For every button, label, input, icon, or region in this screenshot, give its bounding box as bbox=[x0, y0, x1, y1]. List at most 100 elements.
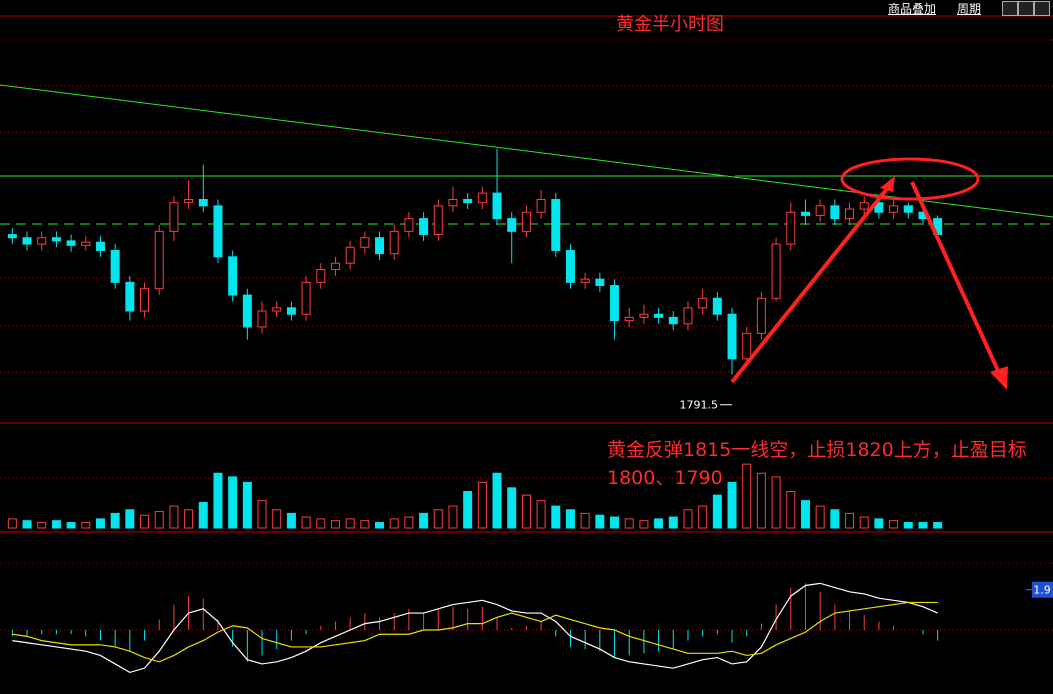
candle-body bbox=[771, 243, 781, 299]
volume-bar bbox=[66, 522, 76, 529]
volume-bar bbox=[756, 472, 766, 529]
candle-body bbox=[51, 237, 61, 242]
candle-body bbox=[316, 269, 326, 283]
candle-body bbox=[7, 234, 17, 239]
candle-body bbox=[595, 278, 605, 287]
volume-bar bbox=[345, 518, 355, 529]
menu-item[interactable]: 商品叠加 bbox=[888, 2, 937, 16]
volume-bar bbox=[668, 516, 678, 529]
volume-bar bbox=[639, 520, 649, 529]
volume-bar bbox=[316, 518, 326, 529]
volume-bar bbox=[22, 520, 32, 529]
candle-body bbox=[845, 208, 855, 220]
candle-body bbox=[37, 237, 47, 245]
close-button[interactable] bbox=[1034, 1, 1050, 16]
dea-line bbox=[12, 601, 938, 663]
trend-line bbox=[0, 84, 1053, 218]
volume-bar bbox=[845, 512, 855, 529]
candle-body bbox=[889, 205, 899, 213]
candle-body bbox=[521, 211, 531, 232]
volume-bar bbox=[360, 520, 370, 529]
volume-bar bbox=[874, 518, 884, 529]
volume-bar bbox=[786, 491, 796, 529]
candle-body bbox=[389, 230, 399, 255]
candle-body bbox=[830, 205, 840, 220]
candle-body bbox=[433, 205, 443, 236]
volume-bar bbox=[933, 522, 943, 529]
candle-body bbox=[330, 262, 340, 271]
volume-bar bbox=[7, 518, 17, 529]
volume-bar bbox=[742, 463, 752, 529]
volume-bar bbox=[389, 518, 399, 529]
volume-bar bbox=[433, 509, 443, 529]
volume-bar bbox=[815, 505, 825, 529]
volume-bar bbox=[169, 505, 179, 529]
arrow-head bbox=[880, 176, 895, 192]
volume-bar bbox=[712, 494, 722, 529]
candle-body bbox=[360, 237, 370, 248]
low-label: 1791.5 bbox=[680, 399, 719, 412]
volume-bar bbox=[448, 505, 458, 529]
volume-bar bbox=[903, 522, 913, 529]
volume-bar bbox=[859, 516, 869, 529]
volume-bar bbox=[536, 500, 546, 529]
candle-body bbox=[874, 202, 884, 213]
candle-body bbox=[683, 307, 693, 325]
menu-item[interactable]: 周期 bbox=[957, 2, 982, 16]
volume-bar bbox=[242, 481, 252, 529]
volume-bar bbox=[404, 516, 414, 529]
candle-body bbox=[698, 297, 708, 309]
volume-bar bbox=[800, 500, 810, 529]
candle-body bbox=[154, 230, 164, 290]
volume-bar bbox=[81, 522, 91, 529]
volume-bar bbox=[727, 481, 737, 529]
volume-bar bbox=[301, 516, 311, 529]
candle-body bbox=[507, 218, 517, 232]
volume-bar bbox=[918, 522, 928, 529]
candle-body bbox=[536, 198, 546, 213]
candle-body bbox=[639, 313, 649, 318]
volume-bar bbox=[140, 514, 150, 529]
arrow bbox=[730, 183, 892, 384]
volume-bar bbox=[477, 481, 487, 529]
volume-bar bbox=[286, 512, 296, 529]
volume-bar bbox=[492, 472, 502, 529]
volume-bar bbox=[551, 505, 561, 529]
volume-bar bbox=[580, 512, 590, 529]
candle-body bbox=[242, 294, 252, 328]
candle-body bbox=[654, 313, 664, 318]
candle-body bbox=[213, 205, 223, 258]
candle-body bbox=[448, 198, 458, 207]
volume-bar bbox=[624, 518, 634, 529]
candle-body bbox=[419, 218, 429, 236]
candle-body bbox=[580, 278, 590, 283]
candle-body bbox=[257, 310, 267, 328]
candle-body bbox=[66, 240, 76, 246]
volume-bar bbox=[521, 494, 531, 529]
candle-body bbox=[727, 313, 737, 360]
highlight-ellipse bbox=[840, 157, 980, 201]
candle-body bbox=[272, 307, 282, 312]
candle-body bbox=[565, 249, 575, 283]
candle-body bbox=[668, 316, 678, 325]
candle-body bbox=[756, 297, 766, 334]
nav-button[interactable] bbox=[1018, 1, 1034, 16]
candle-body bbox=[492, 192, 502, 220]
volume-bar bbox=[125, 509, 135, 529]
candle-body bbox=[551, 198, 561, 251]
candle-body bbox=[169, 202, 179, 232]
volume-bar bbox=[154, 511, 164, 529]
volume-bar bbox=[228, 476, 238, 529]
annotation: 黄金反弹1815一线空，止损1820上方，止盈目标1800、1790 bbox=[607, 439, 1027, 489]
volume-bar bbox=[771, 476, 781, 529]
nav-button[interactable] bbox=[1002, 1, 1018, 16]
volume-bar bbox=[37, 522, 47, 529]
candle-body bbox=[404, 218, 414, 232]
volume-bar bbox=[375, 522, 385, 529]
dif-line bbox=[12, 582, 938, 674]
volume-bar bbox=[595, 514, 605, 529]
arrow-head bbox=[990, 366, 1008, 390]
candle-body bbox=[859, 202, 869, 210]
